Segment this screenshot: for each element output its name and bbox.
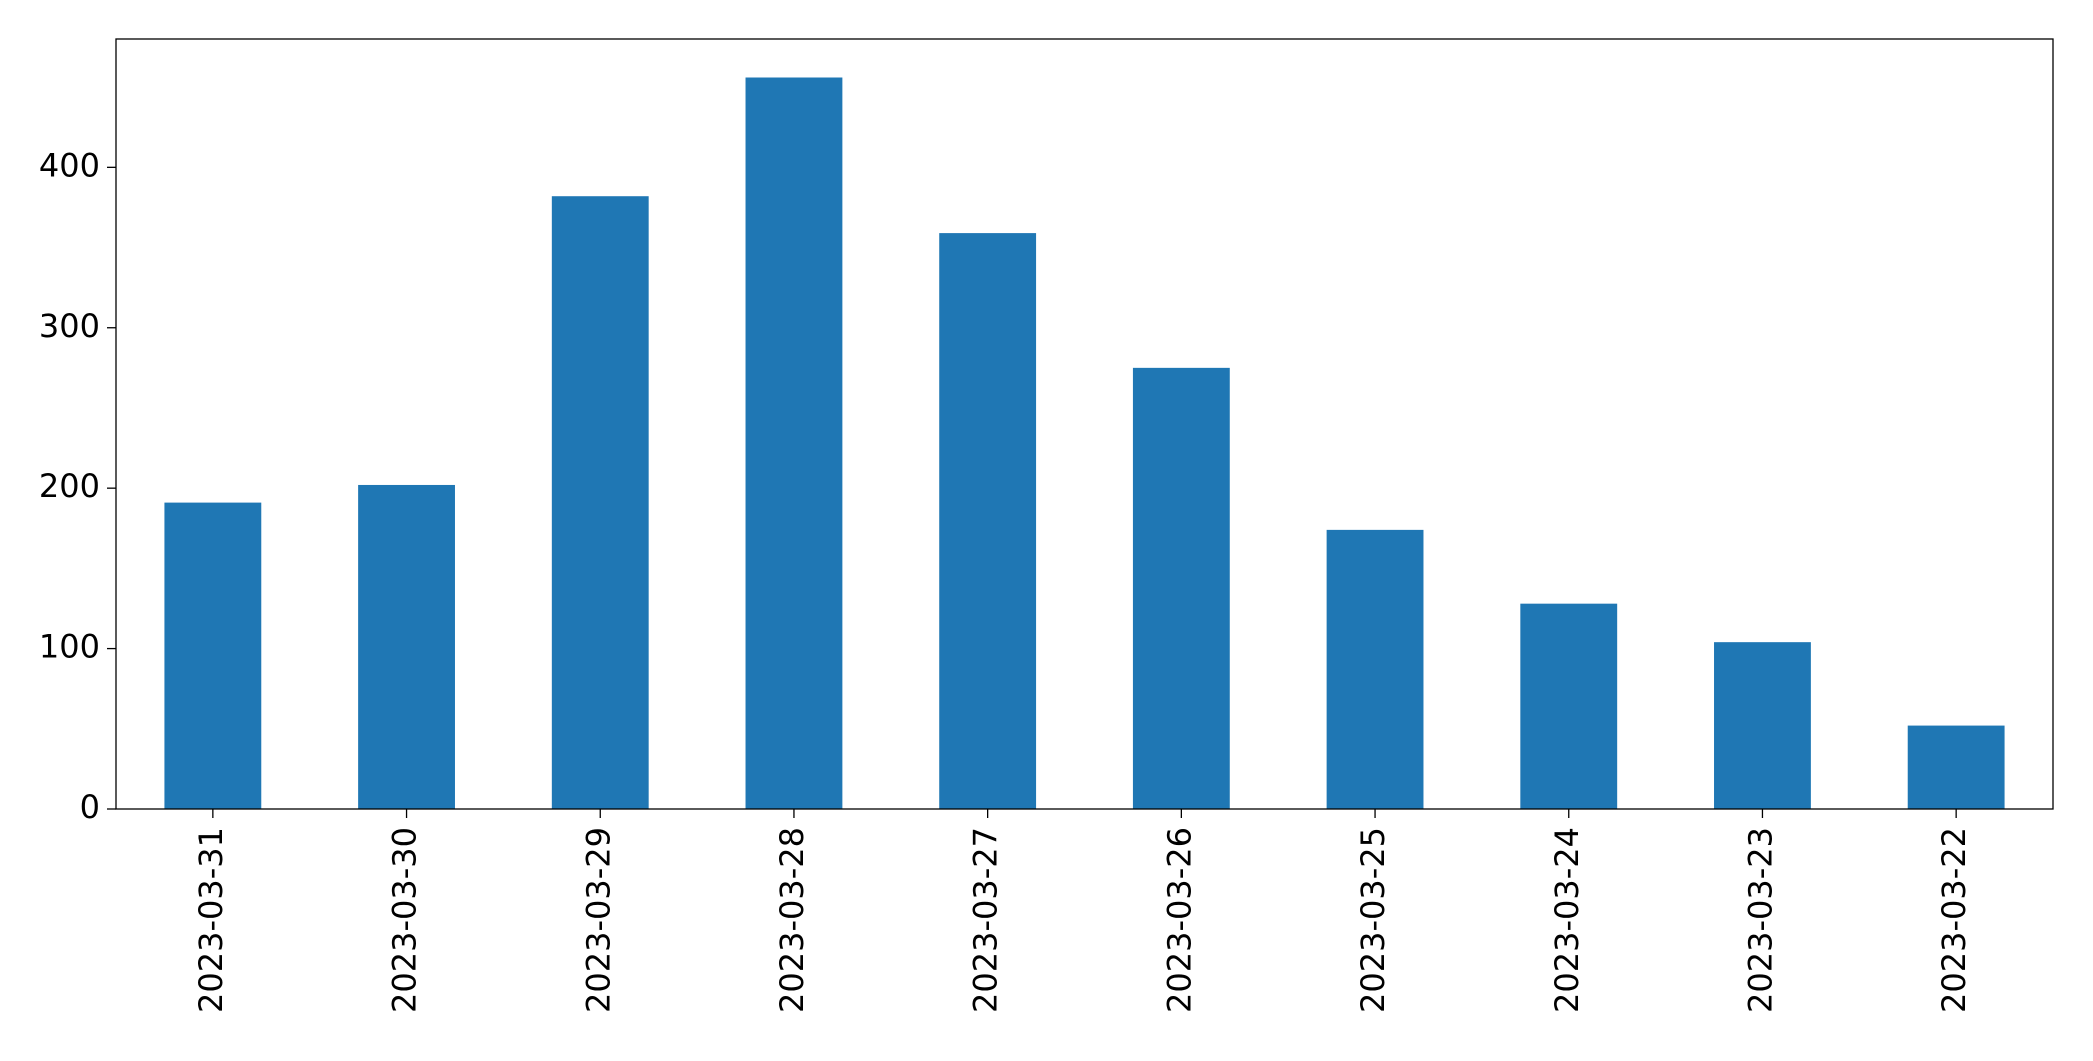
y-tick-label: 300 <box>39 307 100 345</box>
x-tick-label: 2023-03-29 <box>579 827 617 1013</box>
x-tick-label: 2023-03-26 <box>1160 827 1198 1013</box>
x-tick-label: 2023-03-28 <box>773 827 811 1013</box>
y-tick-label: 100 <box>39 628 100 666</box>
bar <box>164 502 262 809</box>
x-tick-label: 2023-03-22 <box>1935 827 1973 1013</box>
x-tick-label: 2023-03-25 <box>1354 827 1392 1013</box>
x-tick-label: 2023-03-27 <box>967 827 1005 1013</box>
x-tick-label: 2023-03-23 <box>1741 827 1779 1013</box>
bar <box>745 77 843 809</box>
x-tick-label: 2023-03-24 <box>1548 827 1586 1013</box>
bar <box>1132 367 1230 809</box>
x-tick-label: 2023-03-30 <box>386 827 424 1013</box>
bar <box>358 484 455 809</box>
bar <box>1326 529 1424 809</box>
bar <box>1907 725 2005 809</box>
bar <box>1520 603 1618 809</box>
y-tick-label: 0 <box>80 788 100 826</box>
bar <box>1714 642 1811 809</box>
x-tick-label: 2023-03-31 <box>192 827 230 1013</box>
y-tick-label: 400 <box>39 146 100 184</box>
y-tick-label: 200 <box>39 467 100 505</box>
bar <box>939 233 1037 809</box>
plot-frame <box>115 38 2054 810</box>
bar <box>551 196 649 810</box>
